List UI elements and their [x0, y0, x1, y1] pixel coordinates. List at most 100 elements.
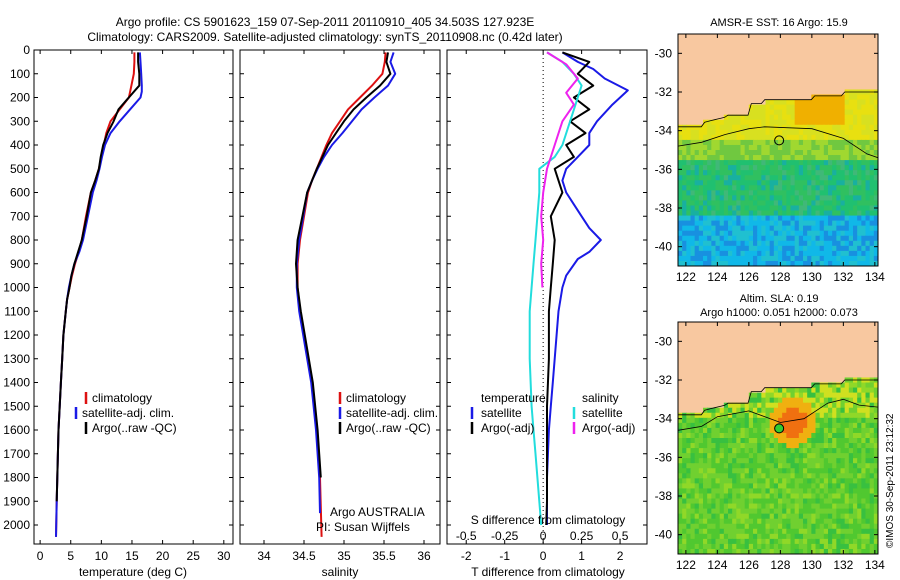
y-tick-label: 800 [10, 233, 30, 247]
x-tick-label: 0 [540, 549, 547, 563]
x2-tick-label: -0.5 [456, 529, 477, 543]
difference-axes-frame [446, 49, 648, 545]
legend-climatology: climatology [346, 391, 406, 405]
map-y-tick-label: -40 [655, 528, 673, 542]
map-x-tick-label: 124 [707, 558, 727, 572]
map-y-tick-label: -36 [655, 162, 673, 176]
difference-x2label: S difference from climatology [471, 513, 626, 527]
map-y-tick-label: -32 [655, 373, 673, 387]
argo-position-marker [774, 423, 785, 434]
sla-map-image [678, 322, 878, 554]
legend-argo: Argo(..raw -QC) [92, 421, 177, 435]
y-tick-label: 400 [10, 138, 30, 152]
y-tick-label: 100 [10, 67, 30, 81]
sla-map-panel: Altim. SLA: 0.19 Argo h1000: 0.051 h2000… [655, 293, 886, 572]
map-y-tick-label: -30 [655, 46, 673, 60]
x-tick-label: 35 [337, 549, 351, 563]
difference-xlabel: T difference from climatology [471, 565, 625, 579]
temperature-lines [55, 52, 143, 537]
temperature-legend: climatology satellite-adj. clim. Argo(..… [74, 391, 177, 435]
x-tick-label: 35.5 [372, 549, 396, 563]
legend-t-argo: Argo(-adj) [481, 421, 534, 435]
y-tick-label: 1900 [3, 494, 30, 508]
argo-position-marker [774, 135, 785, 146]
x-tick-label: 34 [257, 549, 271, 563]
x-tick-label: -2 [461, 549, 472, 563]
series-line-argo-raw-qc- [295, 52, 392, 478]
series-line-satellite-adj-clim- [295, 52, 397, 514]
series-line-t-satellite [546, 51, 629, 525]
map-x-tick-label: 122 [676, 270, 696, 284]
map-y-tick-label: -34 [655, 412, 673, 426]
salinity-annotation-1: Argo AUSTRALIA [330, 505, 425, 519]
legend-satellite: satellite-adj. clim. [346, 406, 438, 420]
y-tick-label: 1700 [3, 447, 30, 461]
map-y-tick-label: -38 [655, 489, 673, 503]
x-tick-label: -1 [499, 549, 510, 563]
map-y-tick-label: -32 [655, 85, 673, 99]
legend-salinity-heading: salinity [582, 391, 619, 405]
coastline [678, 379, 878, 416]
sst-map-frame [677, 33, 879, 267]
series-line-s-argo [540, 51, 579, 288]
y-tick-label: 2000 [3, 518, 30, 532]
y-tick-label: 1100 [4, 304, 30, 318]
x2-tick-label: -0.25 [491, 529, 519, 543]
y-tick-label: 900 [10, 257, 30, 271]
header-line-2: Climatology: CARS2009. Satellite-adjuste… [87, 30, 562, 44]
sla-map-ticks: 122 124 126 128 130 132 134 -30 -32 -34 -36 -38 -40 [655, 322, 885, 572]
x-tick-label: 0 [37, 549, 44, 563]
y-tick-label: 1500 [3, 399, 30, 413]
map-x-tick-label: 134 [865, 558, 885, 572]
map-y-tick-label: -38 [655, 201, 673, 215]
copyright-side-text: ©IMOS 30-Sep-2011 23:12:32 [885, 413, 896, 548]
x-tick-label: 2 [617, 549, 624, 563]
front-contour [678, 398, 878, 431]
x-tick-label: 1 [578, 549, 585, 563]
map-y-tick-label: -40 [655, 240, 673, 254]
difference-panel: -2 -1 0 1 2 -0.5 -0.25 0 0.25 0.5 S difference fr… [446, 49, 648, 579]
front-contour [678, 126, 878, 159]
x-tick-label: 30 [217, 549, 231, 563]
x2-tick-label: 0 [540, 529, 547, 543]
y-tick-label: 0 [23, 43, 30, 57]
salinity-legend: climatology satellite-adj. clim. Argo(..… [316, 391, 438, 534]
map-x-tick-label: 134 [865, 270, 885, 284]
y-tick-label: 200 [10, 91, 30, 105]
sst-map-ticks: 122 124 126 128 130 132 134 -30 -32 -34 -36 -38 -40 [655, 34, 885, 284]
legend-t-satellite: satellite [481, 406, 522, 420]
y-tick-label: 1000 [3, 281, 30, 295]
legend-climatology: climatology [92, 391, 152, 405]
sst-map-title: AMSR-E SST: 16 Argo: 15.9 [710, 17, 848, 29]
salinity-panel: 34 34.5 35 35.5 36 salinity climatology sate… [239, 49, 441, 579]
y-tick-label: 500 [10, 162, 30, 176]
legend-s-argo: Argo(-adj) [582, 421, 635, 435]
x2-tick-label: 0.5 [612, 529, 629, 543]
map-y-tick-label: -36 [655, 450, 673, 464]
y-tick-label: 300 [10, 114, 30, 128]
header-line-1: Argo profile: CS 5901623_159 07-Sep-2011… [116, 15, 535, 29]
coastline [678, 91, 878, 128]
y-tick-label: 1300 [3, 352, 30, 366]
legend-temperature-heading: temperature [481, 391, 546, 405]
map-x-tick-label: 126 [739, 270, 759, 284]
salinity-axes-frame [239, 49, 441, 545]
y-tick-label: 1200 [3, 328, 30, 342]
map-x-tick-label: 122 [676, 558, 696, 572]
map-y-tick-label: -34 [655, 124, 673, 138]
x-tick-label: 10 [95, 549, 109, 563]
sla-map-frame [677, 321, 879, 555]
y-tick-label: 700 [10, 209, 30, 223]
sst-map-panel: AMSR-E SST: 16 Argo: 15.9 122 124 126 128 13… [655, 17, 886, 284]
temperature-xlabel: temperature (deg C) [79, 565, 187, 579]
y-tick-label: 600 [10, 186, 30, 200]
map-x-tick-label: 132 [833, 558, 853, 572]
x2-tick-label: 0.25 [570, 529, 594, 543]
difference-lines [528, 51, 629, 526]
map-x-tick-label: 132 [833, 270, 853, 284]
x-tick-label: 34.5 [292, 549, 316, 563]
x-tick-label: 25 [187, 549, 201, 563]
legend-s-satellite: satellite [582, 406, 623, 420]
salinity-lines [295, 52, 397, 537]
map-x-tick-label: 130 [802, 558, 822, 572]
